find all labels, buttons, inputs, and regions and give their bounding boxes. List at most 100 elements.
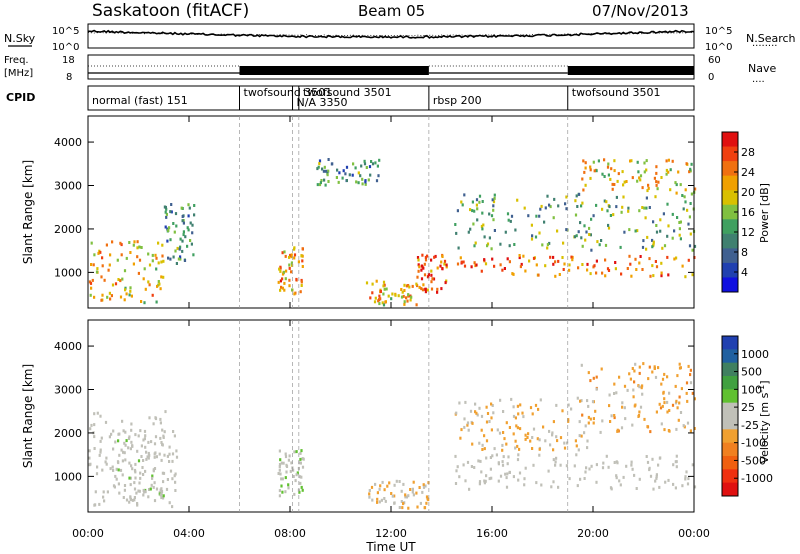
heatmap-cell	[621, 401, 624, 405]
heatmap-cell	[363, 159, 366, 163]
heatmap-cell	[546, 194, 549, 198]
heatmap-cell	[191, 231, 194, 235]
heatmap-cell	[471, 442, 474, 446]
heatmap-cell	[490, 416, 493, 420]
x-tick-label: 04:00	[173, 527, 205, 540]
heatmap-cell	[463, 193, 466, 197]
heatmap-cell	[676, 406, 679, 410]
heatmap-cell	[514, 446, 517, 450]
noise-left-tick-bottom: 10^0	[52, 42, 79, 53]
heatmap-cell	[601, 271, 604, 275]
heatmap-cell	[542, 425, 545, 429]
heatmap-cell	[647, 377, 650, 381]
heatmap-cell	[534, 403, 538, 407]
heatmap-cell	[508, 260, 511, 264]
heatmap-cell	[590, 464, 593, 468]
heatmap-cell	[655, 410, 658, 414]
heatmap-cell	[575, 194, 578, 198]
heatmap-cell	[486, 242, 490, 246]
heatmap-cell	[524, 433, 527, 437]
heatmap-cell	[661, 377, 665, 381]
heatmap-cell	[499, 242, 502, 246]
heatmap-cell	[613, 169, 616, 173]
heatmap-cell	[490, 402, 493, 406]
heatmap-cell	[516, 404, 519, 408]
heatmap-cell	[592, 214, 595, 218]
heatmap-cell	[630, 159, 633, 163]
heatmap-cell	[172, 222, 175, 225]
heatmap-cell	[290, 261, 293, 265]
heatmap-cell	[616, 179, 619, 183]
power-ylabel: Slant Range [km]	[21, 160, 35, 264]
heatmap-cell	[162, 275, 165, 279]
heatmap-cell	[629, 262, 632, 266]
heatmap-cell	[561, 409, 564, 413]
heatmap-cell	[510, 214, 514, 218]
heatmap-cell	[374, 161, 377, 165]
heatmap-cell	[140, 300, 143, 303]
heatmap-cell	[441, 267, 444, 271]
beam-title: Beam 05	[358, 2, 425, 20]
noise-right-legend: ........	[752, 38, 777, 49]
heatmap-cell	[402, 294, 405, 298]
heatmap-cell	[300, 475, 303, 479]
heatmap-cell	[667, 158, 670, 162]
heatmap-cell	[179, 255, 182, 259]
heatmap-cell	[608, 393, 611, 397]
heatmap-cell	[473, 244, 476, 248]
heatmap-cell	[99, 450, 102, 454]
heatmap-cell	[679, 237, 682, 241]
heatmap-cell	[603, 158, 606, 162]
heatmap-cell	[535, 481, 538, 485]
heatmap-cell	[133, 487, 137, 491]
heatmap-cell	[657, 366, 660, 370]
colorbar-tick-label: 8	[741, 246, 748, 259]
heatmap-cell	[606, 267, 610, 271]
heatmap-cell	[478, 482, 481, 486]
heatmap-cell	[660, 176, 663, 179]
heatmap-cell	[672, 482, 675, 486]
heatmap-cell	[106, 295, 109, 299]
heatmap-cell	[512, 475, 515, 479]
heatmap-cell	[99, 414, 102, 418]
heatmap-cell	[121, 473, 124, 477]
colorbar-tick-label: 4	[741, 266, 748, 279]
heatmap-cell	[279, 288, 282, 292]
heatmap-cell	[628, 254, 631, 258]
heatmap-cell	[166, 454, 169, 458]
heatmap-cell	[493, 193, 496, 197]
heatmap-cell	[464, 400, 467, 404]
heatmap-cell	[636, 229, 639, 233]
heatmap-cell	[595, 463, 598, 467]
heatmap-cell	[517, 412, 520, 416]
heatmap-cell	[293, 492, 296, 496]
heatmap-cell	[559, 463, 562, 467]
heatmap-cell	[538, 231, 541, 235]
heatmap-cell	[153, 499, 157, 503]
heatmap-cell	[471, 200, 474, 204]
heatmap-cell	[618, 375, 621, 379]
heatmap-cell	[445, 263, 448, 267]
heatmap-cell	[443, 259, 447, 263]
heatmap-cell	[192, 253, 195, 257]
heatmap-cell	[169, 469, 173, 473]
heatmap-cell	[284, 490, 287, 494]
heatmap-cell	[627, 206, 630, 210]
heatmap-cell	[589, 272, 592, 276]
heatmap-cell	[133, 240, 136, 244]
velocity-cbar-label-sup: -1	[757, 385, 766, 393]
heatmap-cell	[516, 426, 519, 430]
heatmap-cell	[430, 258, 433, 262]
heatmap-cell	[480, 414, 484, 418]
heatmap-cell	[556, 229, 559, 233]
heatmap-cell	[584, 161, 587, 165]
heatmap-cell	[172, 430, 175, 433]
heatmap-cell	[610, 167, 613, 171]
heatmap-cell	[577, 448, 580, 452]
heatmap-cell	[114, 440, 117, 444]
heatmap-cell	[674, 486, 677, 490]
heatmap-cell	[580, 434, 583, 438]
heatmap-cell	[166, 239, 169, 243]
heatmap-cell	[288, 263, 291, 267]
heatmap-cell	[458, 401, 461, 405]
